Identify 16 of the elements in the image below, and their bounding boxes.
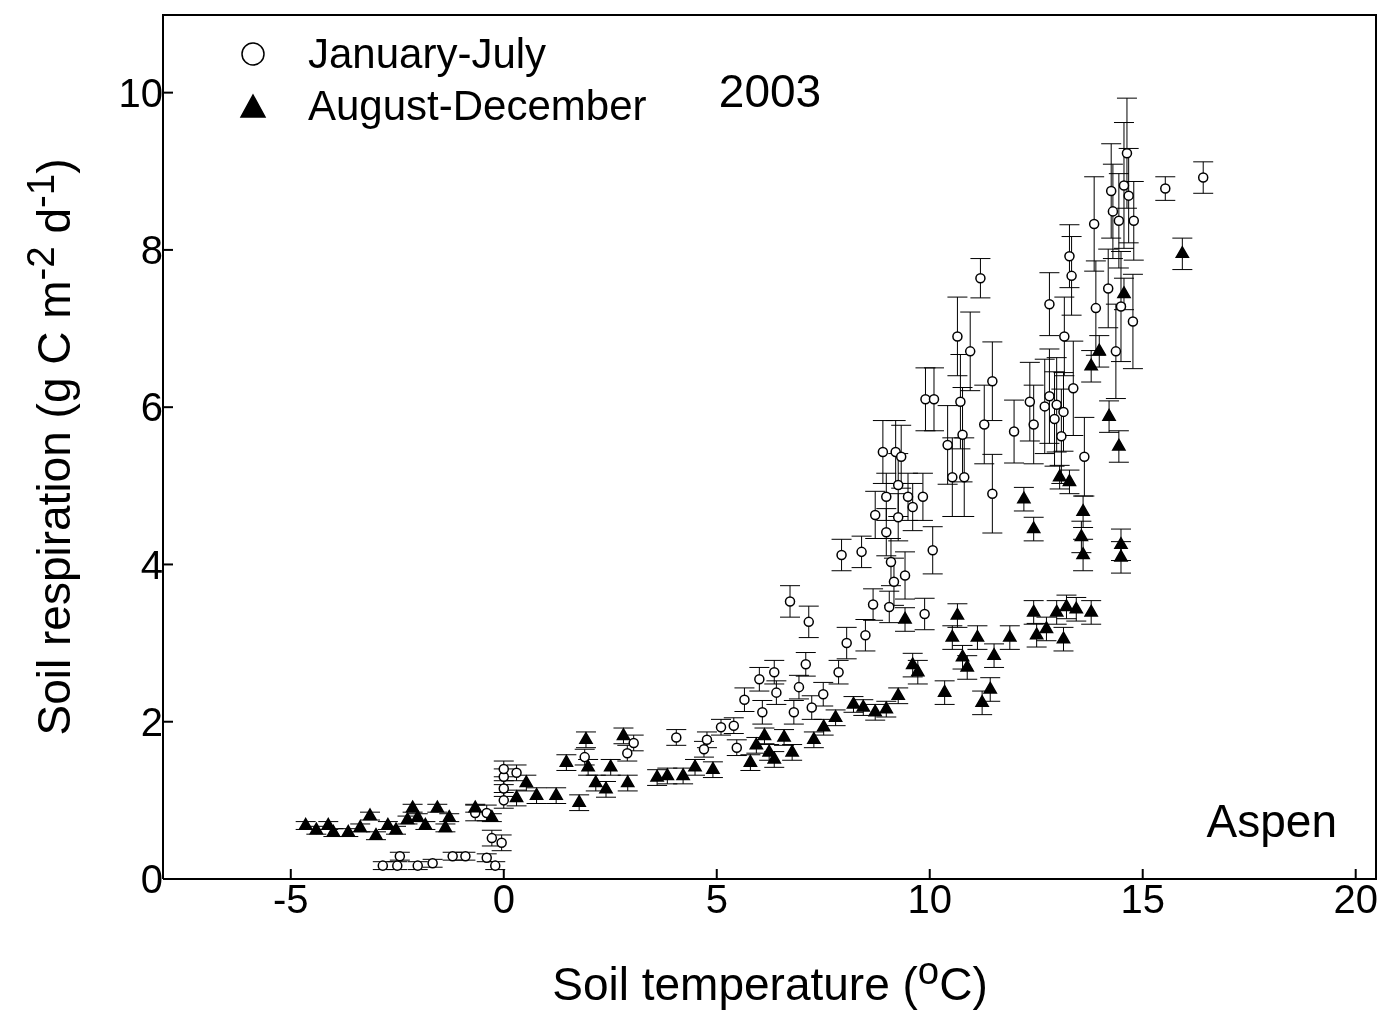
x-tick-label: 20 xyxy=(1333,877,1378,922)
x-tick-label: -5 xyxy=(273,877,309,922)
legend-label: January-July xyxy=(308,30,547,78)
y-tick-label: 6 xyxy=(140,385,163,430)
x-tick-label: 10 xyxy=(907,877,952,922)
legend-label: August-December xyxy=(308,82,647,130)
x-tick-label: 5 xyxy=(705,877,728,922)
y-tick-label: 2 xyxy=(140,699,163,744)
x-tick-label: 0 xyxy=(492,877,515,922)
y-tick-label: 8 xyxy=(140,228,163,273)
x-tick-label: 15 xyxy=(1120,877,1165,922)
annotation: Aspen xyxy=(1206,794,1337,848)
y-tick-label: 10 xyxy=(118,70,163,115)
y-tick-label: 4 xyxy=(140,542,163,587)
x-axis-title: Soil temperature ($^{o}$C) xyxy=(552,949,988,1012)
annotation: 2003 xyxy=(718,64,822,118)
